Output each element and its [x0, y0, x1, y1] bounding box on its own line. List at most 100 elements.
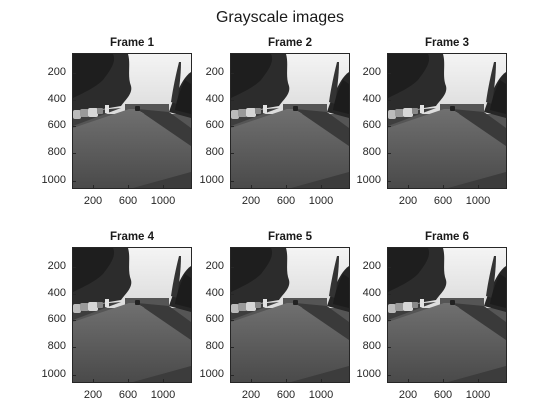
- x-tick-mark: [478, 379, 479, 382]
- x-tick-mark: [93, 379, 94, 382]
- x-tick-label: 600: [118, 389, 138, 401]
- x-tick-label: 200: [241, 195, 261, 207]
- y-tick-label: 400: [205, 287, 224, 299]
- x-tick-label: 200: [83, 389, 103, 401]
- x-tick-mark: [443, 379, 444, 382]
- y-tick-mark: [388, 153, 391, 154]
- y-tick-label: 600: [205, 119, 224, 131]
- y-tick-mark: [231, 153, 234, 154]
- x-tick-label: 600: [276, 389, 296, 401]
- subplot-title: Frame 1: [109, 37, 155, 49]
- y-tick-mark: [388, 320, 391, 321]
- x-tick-mark: [128, 185, 129, 188]
- y-tick-label: 800: [47, 146, 66, 158]
- y-tick-mark: [231, 347, 234, 348]
- x-tick-label: 200: [241, 389, 261, 401]
- y-tick-mark: [231, 181, 234, 182]
- x-tick-label: 600: [118, 195, 138, 207]
- x-tick-label: 1000: [150, 389, 176, 401]
- y-tick-label: 400: [362, 93, 381, 105]
- y-tick-mark: [388, 267, 391, 268]
- y-tick-label: 1000: [41, 368, 66, 380]
- figure-title: Grayscale images: [215, 9, 345, 26]
- y-tick-label: 600: [362, 119, 381, 131]
- x-tick-mark: [286, 185, 287, 188]
- y-tick-mark: [73, 73, 76, 74]
- x-tick-mark: [251, 185, 252, 188]
- x-tick-label: 1000: [465, 389, 491, 401]
- subplot-title: Frame 2: [267, 37, 313, 49]
- x-tick-mark: [163, 185, 164, 188]
- y-tick-mark: [388, 294, 391, 295]
- y-tick-label: 200: [47, 260, 66, 272]
- subplot-frame-4: Frame 4: [42, 231, 192, 401]
- y-tick-label: 800: [205, 146, 224, 158]
- grayscale-road-image: [72, 247, 192, 383]
- grayscale-road-image: [72, 53, 192, 189]
- y-tick-mark: [73, 375, 76, 376]
- subplot-frame-6: Frame 6: [357, 231, 507, 401]
- x-tick-label: 600: [433, 195, 453, 207]
- x-tick-label: 600: [433, 389, 453, 401]
- x-tick-label: 600: [276, 195, 296, 207]
- y-tick-label: 200: [205, 260, 224, 272]
- y-tick-mark: [231, 267, 234, 268]
- x-tick-mark: [443, 185, 444, 188]
- x-tick-label: 1000: [308, 195, 334, 207]
- y-tick-label: 400: [47, 93, 66, 105]
- y-tick-label: 800: [362, 146, 381, 158]
- subplot-frame-5: Frame 5: [200, 231, 350, 401]
- y-tick-label: 400: [47, 287, 66, 299]
- y-tick-mark: [73, 267, 76, 268]
- y-tick-mark: [73, 320, 76, 321]
- y-tick-label: 800: [205, 340, 224, 352]
- y-tick-mark: [388, 100, 391, 101]
- y-tick-mark: [388, 181, 391, 182]
- y-tick-mark: [231, 320, 234, 321]
- y-tick-label: 200: [205, 66, 224, 78]
- x-tick-mark: [408, 379, 409, 382]
- y-tick-label: 400: [205, 93, 224, 105]
- subplot-frame-1: Frame 1: [42, 37, 192, 207]
- y-tick-mark: [231, 126, 234, 127]
- y-tick-mark: [231, 294, 234, 295]
- x-tick-label: 200: [398, 195, 418, 207]
- x-tick-mark: [286, 379, 287, 382]
- x-tick-label: 1000: [465, 195, 491, 207]
- x-tick-label: 200: [398, 389, 418, 401]
- subplot-frame-3: Frame 3: [357, 37, 507, 207]
- subplot-frame-2: Frame 2: [200, 37, 350, 207]
- subplot-title: Frame 4: [109, 231, 155, 243]
- y-tick-label: 1000: [199, 174, 224, 186]
- y-tick-mark: [73, 100, 76, 101]
- y-tick-mark: [388, 347, 391, 348]
- y-tick-label: 800: [362, 340, 381, 352]
- y-tick-label: 200: [47, 66, 66, 78]
- subplot-title: Frame 5: [267, 231, 313, 243]
- y-tick-label: 600: [205, 313, 224, 325]
- x-tick-mark: [128, 379, 129, 382]
- y-tick-mark: [231, 375, 234, 376]
- y-tick-label: 600: [47, 313, 66, 325]
- y-tick-label: 600: [362, 313, 381, 325]
- subplot-title: Frame 6: [424, 231, 470, 243]
- subplot-title: Frame 3: [424, 37, 470, 49]
- y-tick-mark: [388, 126, 391, 127]
- x-tick-mark: [163, 379, 164, 382]
- y-tick-label: 1000: [199, 368, 224, 380]
- y-tick-label: 1000: [356, 174, 381, 186]
- y-tick-mark: [231, 73, 234, 74]
- y-tick-mark: [73, 181, 76, 182]
- y-tick-mark: [73, 126, 76, 127]
- y-tick-label: 200: [362, 66, 381, 78]
- y-tick-mark: [73, 153, 76, 154]
- y-tick-mark: [73, 294, 76, 295]
- x-tick-mark: [321, 379, 322, 382]
- x-tick-label: 1000: [150, 195, 176, 207]
- grayscale-road-image: [387, 53, 507, 189]
- x-tick-label: 1000: [308, 389, 334, 401]
- y-tick-mark: [231, 100, 234, 101]
- x-tick-label: 200: [83, 195, 103, 207]
- y-tick-label: 1000: [41, 174, 66, 186]
- y-tick-mark: [73, 347, 76, 348]
